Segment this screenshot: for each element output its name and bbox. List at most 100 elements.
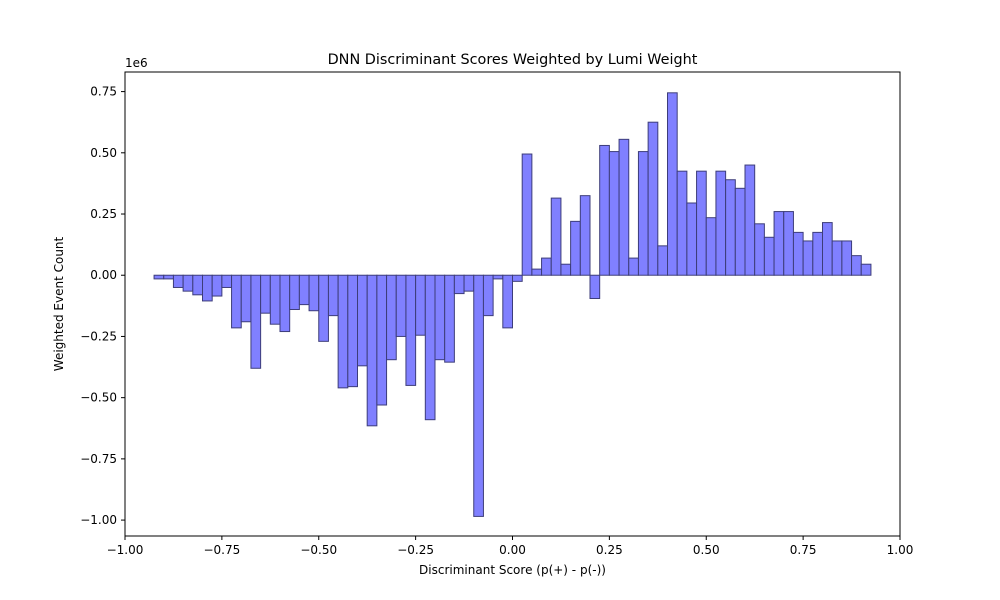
y-tick-label: 0.00 xyxy=(90,268,117,282)
histogram-bar xyxy=(802,240,814,276)
histogram-bar xyxy=(240,274,252,323)
histogram-bar xyxy=(453,274,465,295)
y-offset-label: 1e6 xyxy=(125,56,148,70)
histogram-bar xyxy=(841,240,853,276)
histogram-bar xyxy=(492,274,504,280)
x-tick-label: 0.50 xyxy=(693,543,720,557)
y-tick-label: −0.25 xyxy=(80,329,117,343)
histogram-bar xyxy=(657,245,668,276)
histogram-bar xyxy=(822,222,833,276)
x-tick-label: 0.00 xyxy=(499,543,526,557)
histogram-bar xyxy=(831,240,843,276)
histogram-bar xyxy=(327,274,339,317)
histogram-bar xyxy=(705,217,717,276)
histogram-bar xyxy=(434,274,446,361)
histogram-bar xyxy=(357,274,368,367)
histogram-bar xyxy=(172,274,184,288)
histogram-bar xyxy=(482,274,494,317)
histogram-bar xyxy=(260,274,271,314)
y-ticks-group: −1.00 −0.75 −0.50 −0.25 0.00 0.25 0.50 0.75 xyxy=(80,85,125,527)
histogram-bar xyxy=(754,223,765,276)
histogram-bar xyxy=(696,170,707,276)
histogram-bar xyxy=(153,274,165,280)
x-tick-label: −1.00 xyxy=(107,543,144,557)
histogram-bar xyxy=(647,121,659,276)
histogram-bar xyxy=(550,197,562,276)
histogram-bar xyxy=(812,231,823,276)
y-tick-label: 0.50 xyxy=(90,146,117,160)
x-tick-label: 0.25 xyxy=(596,543,623,557)
histogram-bar xyxy=(269,274,281,325)
histogram-bar xyxy=(298,274,310,306)
histogram-bar xyxy=(289,274,300,311)
x-tick-label: 1.00 xyxy=(887,543,914,557)
histogram-bar xyxy=(860,263,872,276)
histogram-bar xyxy=(405,274,417,386)
histogram-bar xyxy=(744,164,756,276)
histogram-bar xyxy=(202,274,213,302)
histogram-bar xyxy=(512,274,523,282)
y-tick-label: −0.50 xyxy=(80,391,117,405)
histogram-bar xyxy=(667,92,678,276)
histogram-bar xyxy=(560,263,572,276)
bars-group xyxy=(153,92,872,517)
histogram-bar xyxy=(792,231,804,276)
histogram-bar xyxy=(463,274,475,292)
x-ticks-group: −1.00 −0.75 −0.50 −0.25 0.00 0.25 0.50 0.75 1.00 xyxy=(107,536,914,557)
histogram-bar xyxy=(163,274,174,280)
histogram-bar xyxy=(473,274,484,517)
histogram-bar xyxy=(725,179,736,276)
histogram-bar xyxy=(395,274,407,337)
histogram-bar xyxy=(715,170,727,276)
histogram-bar xyxy=(250,274,262,369)
histogram-bar xyxy=(502,274,513,329)
histogram-bar xyxy=(231,274,242,329)
histogram-bar xyxy=(521,153,533,276)
x-tick-label: −0.50 xyxy=(300,543,337,557)
histogram-bar xyxy=(608,151,620,276)
histogram-bar xyxy=(851,255,862,276)
x-axis-label: Discriminant Score (p(+) - p(-)) xyxy=(419,563,606,577)
histogram-bar xyxy=(444,274,455,363)
histogram-bar xyxy=(308,274,320,312)
x-tick-label: −0.25 xyxy=(397,543,434,557)
histogram-bar xyxy=(773,211,785,276)
chart-title: DNN Discriminant Scores Weighted by Lumi… xyxy=(328,52,698,68)
histogram-bar xyxy=(424,274,436,421)
histogram-bar xyxy=(376,274,388,406)
histogram-bar xyxy=(734,187,746,276)
histogram-bar xyxy=(763,236,775,276)
histogram-bar xyxy=(318,274,329,342)
histogram-bar xyxy=(221,274,233,288)
histogram-bar xyxy=(337,274,349,389)
y-axis-label: Weighted Event Count xyxy=(52,236,66,371)
histogram-bar xyxy=(541,257,552,276)
histogram-bar xyxy=(589,274,601,299)
histogram-bar xyxy=(182,274,194,292)
histogram-bar xyxy=(570,220,581,276)
histogram-bar xyxy=(686,202,698,276)
histogram-bar xyxy=(347,274,358,388)
histogram-bar xyxy=(531,268,543,276)
histogram-bar xyxy=(366,274,378,427)
histogram-bar xyxy=(415,274,426,336)
histogram-bar xyxy=(783,211,794,276)
plot-area-frame xyxy=(124,71,901,537)
histogram-bar xyxy=(579,195,591,276)
x-tick-label: 0.75 xyxy=(790,543,817,557)
histogram-bar xyxy=(386,274,397,361)
y-tick-label: −0.75 xyxy=(80,452,117,466)
histogram-bar xyxy=(628,257,639,276)
y-tick-label: 0.75 xyxy=(90,85,117,99)
x-tick-label: −0.75 xyxy=(203,543,240,557)
y-tick-label: −1.00 xyxy=(80,513,117,527)
histogram-bar xyxy=(279,274,291,333)
histogram-bar xyxy=(192,274,203,296)
histogram-bar xyxy=(676,170,688,276)
y-tick-label: 0.25 xyxy=(90,207,117,221)
histogram-bar xyxy=(618,138,630,276)
histogram-bar xyxy=(599,144,610,276)
histogram-bar xyxy=(637,151,649,276)
